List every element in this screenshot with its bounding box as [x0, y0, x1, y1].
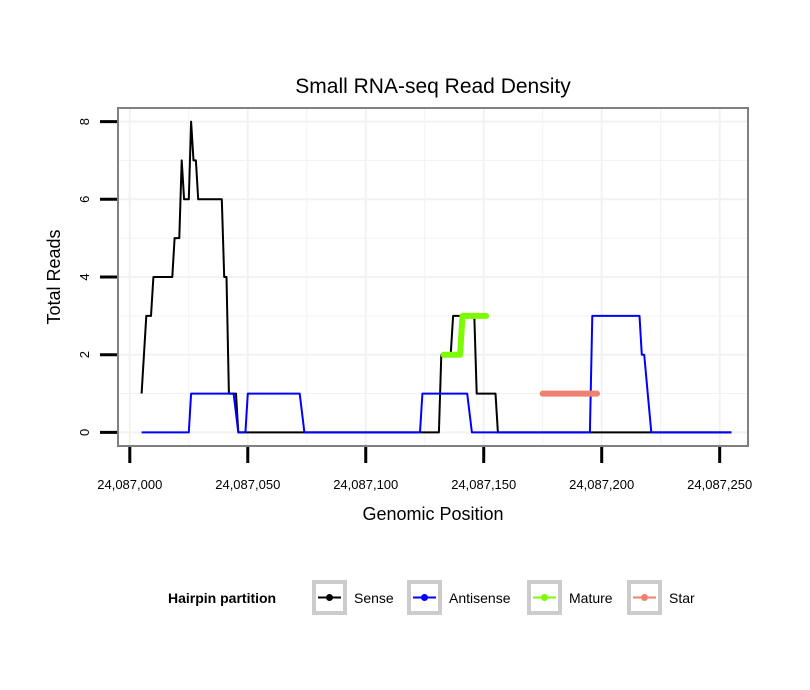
- y-tick-label: 8: [77, 118, 92, 125]
- legend-key-dot: [541, 594, 548, 601]
- legend-item-mature: Mature: [527, 580, 613, 615]
- legend-label: Antisense: [449, 590, 511, 606]
- y-tick-label: 4: [77, 273, 92, 280]
- x-axis-label: Genomic Position: [362, 504, 503, 524]
- x-tick-label: 24,087,250: [687, 477, 752, 492]
- x-tick-label: 24,087,100: [333, 477, 398, 492]
- grid: [118, 108, 748, 446]
- y-axis-label: Total Reads: [44, 229, 64, 324]
- x-tick-label: 24,087,050: [215, 477, 280, 492]
- x-tick-label: 24,087,150: [451, 477, 516, 492]
- legend-key-dot: [421, 594, 428, 601]
- chart-title: Small RNA-seq Read Density: [295, 75, 571, 98]
- legend: Hairpin partition Sense Antisense Mature St…: [168, 580, 695, 615]
- legend-item-star: Star: [627, 580, 695, 615]
- legend-item-sense: Sense: [312, 580, 394, 615]
- legend-key-dot: [326, 594, 333, 601]
- x-axis: 24,087,000 24,087,050 24,087,100 24,087,150…: [97, 447, 752, 492]
- legend-key-dot: [641, 594, 648, 601]
- y-tick-label: 6: [77, 196, 92, 203]
- x-tick-label: 24,087,200: [569, 477, 634, 492]
- series-antisense-line: [141, 314, 732, 434]
- plot-border: [117, 107, 749, 447]
- series-layer: [140, 120, 732, 434]
- legend-label: Mature: [569, 590, 613, 606]
- x-tick-label: 24,087,000: [97, 477, 162, 492]
- y-axis: 0 2 4 6 8: [77, 118, 117, 436]
- legend-label: Sense: [354, 590, 394, 606]
- legend-item-antisense: Antisense: [407, 580, 511, 615]
- legend-label: Star: [669, 590, 695, 606]
- y-tick-label: 0: [77, 429, 92, 436]
- legend-title: Hairpin partition: [168, 590, 276, 606]
- series-mature-line: [440, 312, 490, 358]
- y-tick-label: 2: [77, 351, 92, 358]
